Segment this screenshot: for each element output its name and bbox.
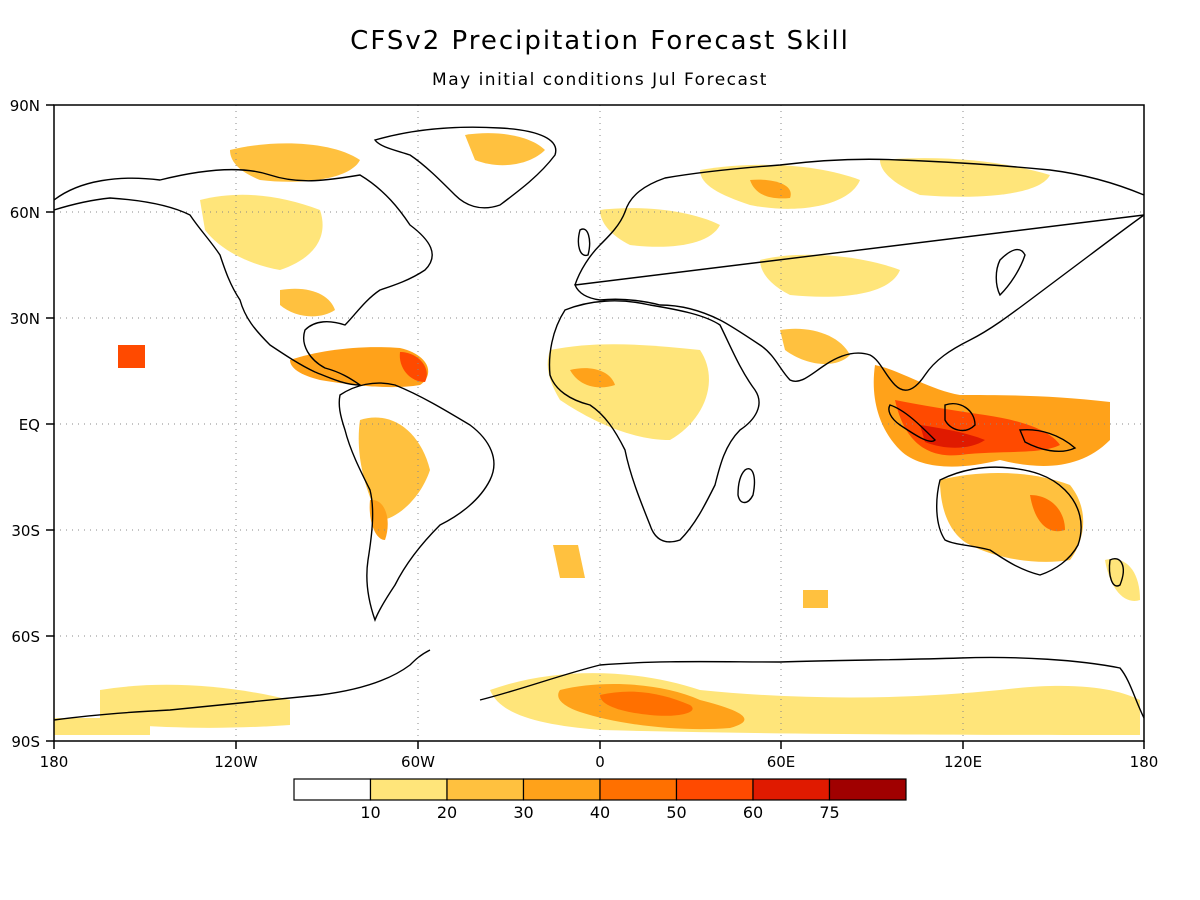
colorbar-swatch [522, 778, 601, 801]
lat-tick-label: EQ [19, 416, 40, 434]
colorbar-swatch [369, 778, 448, 801]
skill-region-hawaii [118, 345, 145, 368]
coast-japan [995, 248, 1026, 297]
tick-marks [46, 104, 1145, 749]
skill-region-africa-core [570, 368, 615, 388]
skill-region-antarctic-southwest [54, 718, 150, 735]
lon-tick-label: 60W [401, 753, 435, 771]
skill-region-caribbean [290, 347, 429, 388]
skill-region-africa [547, 344, 709, 440]
map-subtitle: May initial conditions Jul Forecast [432, 70, 768, 90]
colorbar-label: 30 [513, 803, 533, 822]
lon-tick-label: 120W [214, 753, 258, 771]
skill-region-antarctic-max [600, 691, 693, 716]
colorbar-swatch [675, 778, 754, 801]
coast-eurasia [573, 158, 1144, 391]
coast-antarctica [54, 649, 1144, 721]
colorbar: 10 20 30 40 50 60 75 [293, 778, 907, 822]
coast-south-america [338, 382, 495, 623]
colorbar-label: 75 [819, 803, 839, 822]
skill-region-maritime-max [920, 425, 985, 448]
coast-north-america [54, 168, 433, 386]
skill-region-arctic-canada [230, 143, 360, 182]
colorbar-label: 40 [590, 803, 610, 822]
lon-tick-label: 180 [1130, 753, 1159, 771]
skill-region-siberia-core [750, 179, 791, 199]
colorbar-swatch [446, 778, 525, 801]
skill-region-central-asia [760, 254, 900, 297]
coast-new-zealand [1108, 558, 1124, 587]
colorbar-swatch [599, 778, 678, 801]
skill-region-australia-core [1030, 495, 1065, 532]
lon-tick-label: 180 [40, 753, 69, 771]
skill-region-australia [940, 473, 1084, 562]
gridlines [54, 105, 1144, 741]
lon-tick-label: 0 [595, 753, 605, 771]
colorbar-label: 60 [743, 803, 763, 822]
skill-region-south-indian [803, 590, 828, 608]
lon-tick-label: 120E [944, 753, 982, 771]
lat-tick-label: 30S [11, 522, 40, 540]
coast-australia [936, 466, 1082, 576]
lat-tick-label: 90N [10, 97, 40, 115]
coast-new-guinea [1018, 428, 1077, 452]
lat-tick-label: 30N [10, 310, 40, 328]
skill-region-argentina [369, 499, 388, 540]
skill-region-north-america [200, 194, 323, 270]
skill-region-europe [600, 208, 720, 247]
lat-tick-label: 60N [10, 204, 40, 222]
colorbar-swatch [828, 778, 907, 801]
lon-tick-labels: 180 120W 60W 0 60E 120E 180 [40, 753, 1159, 771]
skill-region-south-america [358, 417, 430, 520]
skill-shading [54, 133, 1140, 735]
skill-region-us [280, 288, 335, 317]
colorbar-swatch [293, 778, 372, 801]
colorbar-label: 10 [360, 803, 380, 822]
lat-tick-label: 90S [11, 733, 40, 751]
coastlines [54, 126, 1144, 721]
coast-africa [548, 300, 760, 543]
skill-region-southeast-pacific [1105, 559, 1140, 601]
skill-region-india [780, 328, 850, 365]
colorbar-label: 50 [666, 803, 686, 822]
lon-tick-label: 60E [767, 753, 796, 771]
lat-tick-label: 60S [11, 628, 40, 646]
skill-region-greenland [465, 133, 545, 166]
map-title: CFSv2 Precipitation Forecast Skill [350, 26, 850, 56]
plot-frame [53, 104, 1145, 742]
colorbar-label: 20 [437, 803, 457, 822]
coast-greenland [373, 126, 557, 209]
coast-madagascar [737, 468, 756, 504]
skill-region-south-atlantic [553, 545, 585, 578]
coast-sumatra [888, 404, 936, 442]
colorbar-swatch [752, 778, 831, 801]
skill-region-antarctic-west [100, 684, 290, 728]
skill-region-caribbean-max [399, 352, 427, 382]
skill-region-north-asia [880, 158, 1050, 197]
coast-borneo [944, 403, 976, 432]
lat-tick-labels: 90N 60N 30N EQ 30S 60S 90S [10, 97, 40, 751]
coast-uk [577, 228, 591, 257]
